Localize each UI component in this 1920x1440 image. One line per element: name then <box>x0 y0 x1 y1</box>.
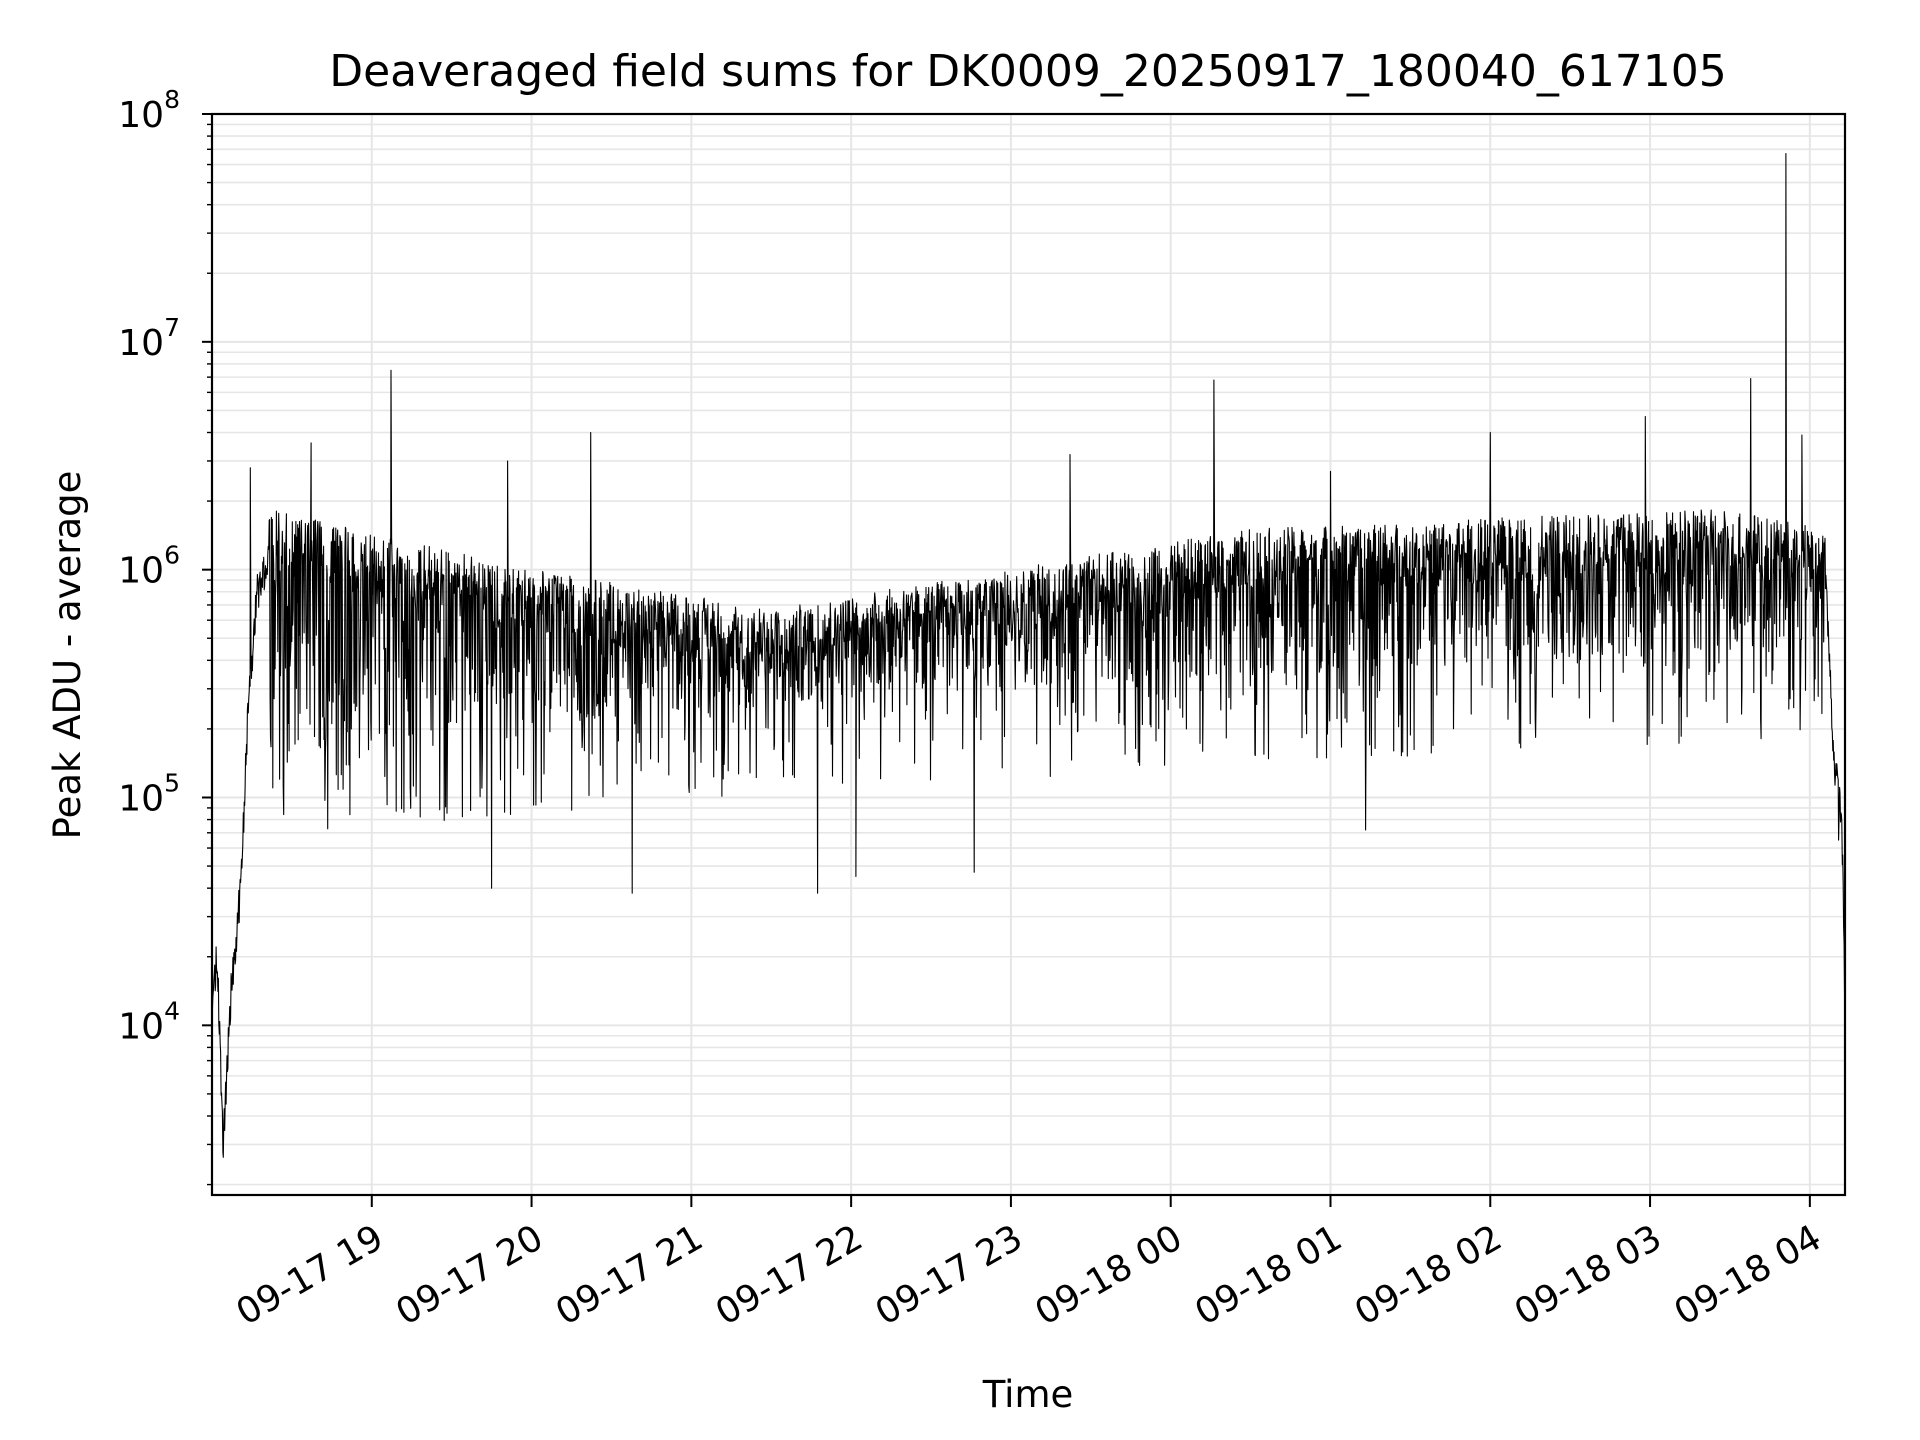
y-tick-label-exponent: 8 <box>164 85 180 114</box>
y-tick-label-exponent: 5 <box>164 768 180 797</box>
y-tick-label: 10 <box>118 323 164 364</box>
y-tick-label: 10 <box>118 95 164 136</box>
y-tick-label: 10 <box>118 778 164 819</box>
y-tick-label-exponent: 4 <box>164 996 180 1025</box>
plot-area-frame <box>210 112 1847 1197</box>
y-tick-label-base: 10 <box>118 778 164 819</box>
y-tick-label-base: 10 <box>118 1006 164 1047</box>
y-tick-label-base: 10 <box>118 323 164 364</box>
x-axis-label: Time <box>982 1373 1074 1416</box>
y-tick-label: 10 <box>118 551 164 592</box>
series-line <box>211 153 1846 1158</box>
y-tick-label-exponent: 7 <box>164 313 180 342</box>
y-tick-label-exponent: 6 <box>164 541 180 570</box>
chart-title: Deaveraged field sums for DK0009_2025091… <box>329 46 1727 97</box>
y-tick-label-base: 10 <box>118 551 164 592</box>
series-layer <box>211 153 1846 1158</box>
y-axis-label: Peak ADU - average <box>46 471 89 840</box>
y-tick-label: 10 <box>118 1006 164 1047</box>
y-tick-label-base: 10 <box>118 95 164 136</box>
